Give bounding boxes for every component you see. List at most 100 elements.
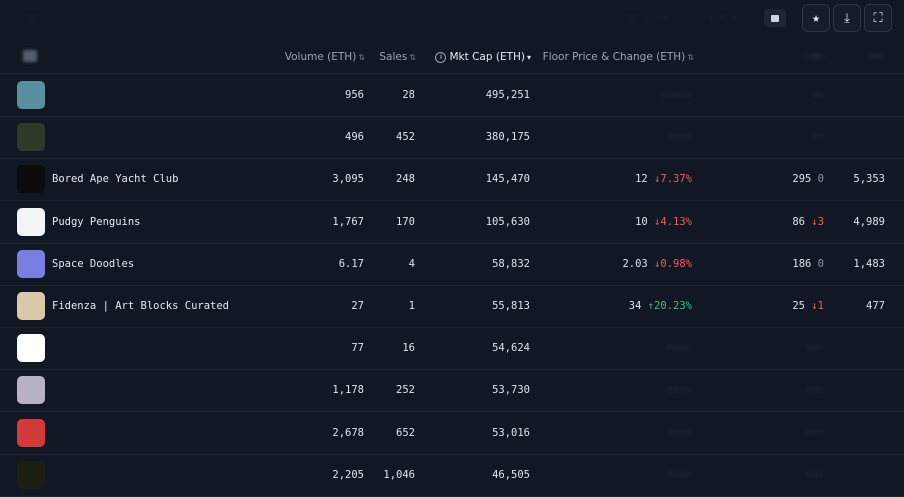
volume-cell: 1,767	[332, 215, 364, 228]
volume-cell: 1,178	[332, 384, 364, 397]
sales-cell: 16	[402, 342, 415, 355]
download-button[interactable]: ⤓	[833, 4, 861, 32]
header-volume[interactable]: Volume (ETH) ⇅	[284, 51, 365, 63]
table-row[interactable]: 77 16 54,624 ···· ···	[0, 327, 904, 371]
collection-name[interactable]: Fidenza | Art Blocks Curated	[52, 300, 230, 312]
floor-price-cell: ····	[667, 384, 692, 396]
col7-cell: ··	[811, 131, 824, 143]
collection-avatar	[17, 334, 45, 363]
col7-value: 295	[792, 173, 812, 186]
col7-value: 186	[792, 257, 812, 270]
col7-value: ···	[805, 468, 824, 481]
col7-cell: ···	[805, 427, 824, 439]
mkt-cap-cell: 53,016	[492, 426, 530, 439]
collection-avatar	[17, 123, 45, 152]
table-row[interactable]: 2,205 1,046 46,505 ···· ···	[0, 454, 904, 497]
floor-price-value: 34	[628, 300, 642, 312]
floor-price-value: ····	[666, 426, 692, 439]
table-row[interactable]: 1,178 252 53,730 ···· ···	[0, 369, 904, 413]
fullscreen-button[interactable]: ⛶	[864, 4, 892, 32]
floor-price-value: 2.03	[622, 257, 648, 270]
col8-cell: 477	[866, 300, 885, 312]
col7-cell: 25 ↓1	[792, 300, 824, 312]
collection-avatar	[17, 376, 45, 405]
floor-price-value: ····	[666, 131, 692, 144]
star-icon: ★	[812, 10, 820, 26]
floor-price-value: ····	[666, 384, 692, 397]
collection-avatar	[17, 165, 45, 194]
table-row[interactable]: 2,678 652 53,016 ···· ···	[0, 412, 904, 455]
col8-cell: 5,353	[853, 173, 885, 186]
mkt-cap-cell: 58,832	[492, 257, 530, 270]
sales-cell: 252	[396, 384, 415, 397]
sales-cell: 28	[402, 89, 415, 101]
floor-price-value: 10	[635, 215, 648, 228]
col7-cell: 86 ↓3	[792, 216, 824, 228]
collection-name[interactable]: Space Doodles	[52, 257, 135, 270]
collection-name[interactable]: Bored Ape Yacht Club	[52, 173, 179, 186]
favorite-button[interactable]: ★	[802, 4, 830, 32]
sales-cell: 248	[396, 173, 415, 186]
view-toggle-button[interactable]	[764, 9, 786, 27]
volume-cell: 2,678	[332, 426, 364, 439]
table-row[interactable]: Bored Ape Yacht Club 3,095 248 145,470 12 ↓7…	[0, 158, 904, 202]
mkt-cap-cell: 495,251	[485, 89, 530, 101]
toolbar-left-label: ··	[26, 12, 39, 23]
floor-price-value: ·····	[660, 89, 692, 101]
col7-change: 0	[817, 257, 824, 270]
collection-avatar	[17, 81, 45, 109]
col7-value: ···	[805, 384, 824, 397]
floor-change: ↓7.37%	[654, 173, 692, 186]
volume-cell: 956	[345, 89, 364, 101]
download-icon: ⤓	[844, 10, 850, 26]
mkt-cap-cell: 54,624	[492, 342, 530, 355]
floor-price-cell: 34 ↑20.23%	[629, 300, 692, 312]
mkt-cap-cell: 145,470	[485, 173, 530, 186]
table-view-icon	[771, 14, 779, 22]
header-floor-price[interactable]: Floor Price & Change (ETH) ⇅	[542, 51, 694, 63]
mkt-cap-cell: 53,730	[492, 384, 530, 397]
floor-change: ↓4.13%	[654, 215, 692, 228]
floor-price-value: ····	[666, 342, 692, 355]
top-toolbar: ·· ·· · ·· · · · ★ ⤓ ⛶	[0, 0, 904, 40]
col8-cell: 1,483	[853, 257, 885, 270]
table-row[interactable]: 496 452 380,175 ···· ··	[0, 116, 904, 160]
table-row[interactable]: 956 28 495,251 ····· ··	[0, 74, 904, 117]
col7-change: ↓1	[811, 300, 824, 312]
sort-icon: ⇅	[358, 53, 365, 62]
collection-avatar	[17, 460, 45, 489]
floor-price-cell: 12 ↓7.37%	[635, 173, 692, 185]
table-row[interactable]: Pudgy Penguins 1,767 170 105,630 10 ↓4.13% 86…	[0, 201, 904, 244]
floor-price-cell: ····	[667, 342, 692, 354]
toolbar-mid-label: ·· · ··	[626, 12, 669, 23]
header-sales[interactable]: Sales ⇅	[379, 51, 416, 63]
col7-cell: 186 0	[792, 258, 824, 270]
sort-desc-icon: ▾	[526, 53, 531, 62]
sort-icon: ⇅	[409, 53, 416, 62]
collection-name[interactable]: Pudgy Penguins	[52, 215, 141, 228]
floor-price-value: ····	[666, 468, 692, 481]
floor-price-cell: ·····	[660, 89, 692, 101]
sales-cell: 652	[396, 426, 415, 439]
floor-price-cell: ····	[667, 131, 692, 143]
col7-cell: ···	[805, 342, 824, 354]
col7-change: ↓3	[811, 215, 824, 228]
sales-cell: 170	[396, 215, 415, 228]
table-row[interactable]: Fidenza | Art Blocks Curated 27 1 55,813 34 …	[0, 285, 904, 328]
volume-cell: 27	[351, 300, 364, 312]
col7-value: ··	[811, 131, 824, 144]
header-mkt-cap[interactable]: i Mkt Cap (ETH) ▾	[435, 51, 531, 63]
toolbar-mid-label-2: · · ·	[708, 12, 739, 23]
mkt-cap-cell: 105,630	[485, 215, 530, 228]
header-col8[interactable]: ·····	[867, 51, 884, 63]
col7-cell: ···	[805, 469, 824, 481]
table-row[interactable]: Space Doodles 6.17 4 58,832 2.03 ↓0.98% 186 0…	[0, 243, 904, 286]
col7-value: ···	[805, 426, 824, 439]
sales-cell: 1,046	[383, 468, 415, 481]
floor-price-value: 12	[635, 173, 648, 186]
volume-cell: 496	[345, 131, 364, 144]
col7-value: ···	[805, 342, 824, 355]
header-col7[interactable]: ·····	[807, 51, 824, 63]
table-header: Volume (ETH) ⇅ Sales ⇅ i Mkt Cap (ETH) ▾ Flo…	[0, 40, 904, 74]
col7-cell: 295 0	[792, 173, 824, 185]
